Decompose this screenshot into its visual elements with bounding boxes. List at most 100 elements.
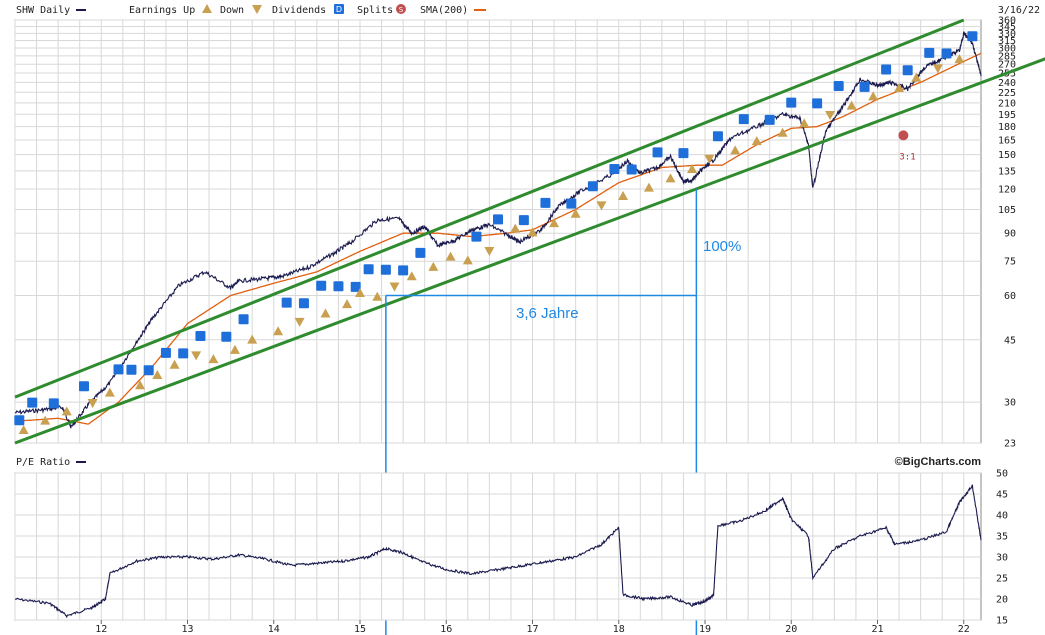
split-marker [898, 130, 909, 141]
dividend-marker [126, 364, 137, 375]
earnings-marker [570, 208, 581, 218]
dividend-marker [178, 348, 189, 359]
x-axis: 12 13 14 15 16 17 18 19 20 21 22 [95, 620, 970, 635]
earnings-marker [704, 154, 715, 164]
chart-date: 3/16/22 [998, 5, 1040, 16]
dividend-marker [626, 164, 637, 175]
earnings-marker [135, 380, 146, 390]
earnings-marker [104, 387, 115, 397]
y-tick-label: 240 [998, 78, 1016, 89]
legend-dividends: Dividends [272, 5, 326, 16]
y-tick-label: 285 [998, 51, 1016, 62]
y-tick-label: 345 [998, 22, 1016, 33]
earnings-marker [596, 201, 607, 211]
earnings-marker [643, 182, 654, 192]
earnings-marker [484, 247, 495, 257]
earnings-marker [208, 354, 219, 364]
earnings-marker [372, 291, 383, 301]
channel-lines [14, 18, 1045, 445]
dividend-marker [113, 364, 124, 375]
dividend-marker [587, 181, 598, 192]
earnings-marker [777, 127, 788, 137]
pe-y-tick-label: 50 [996, 469, 1008, 480]
x-tick-label: 17 [526, 624, 538, 635]
earnings-marker [428, 261, 439, 271]
x-tick-label: 13 [181, 624, 193, 635]
dividend-marker [493, 214, 503, 225]
earnings-marker [665, 173, 676, 183]
earnings-down-icon [252, 5, 262, 14]
pe-y-tick-label: 40 [996, 511, 1008, 522]
dividend-marker [79, 381, 89, 392]
dividend-marker [786, 97, 797, 108]
earnings-marker [61, 406, 72, 416]
dividend-marker [609, 163, 620, 174]
dividend-marker [350, 281, 361, 292]
price-line [14, 31, 982, 429]
earnings-marker [911, 72, 922, 82]
earnings-marker [510, 223, 521, 233]
pe-y-tick-label: 30 [996, 553, 1008, 564]
y-tick-label: 75 [1004, 257, 1016, 268]
earnings-marker [687, 164, 698, 174]
y-tick-label: 150 [998, 150, 1016, 161]
y-tick-label: 135 [998, 166, 1016, 177]
dividend-marker [652, 147, 663, 158]
svg-text:D: D [336, 5, 342, 14]
dividend-marker [363, 264, 374, 275]
earnings-marker [406, 271, 417, 281]
dividend-marker [380, 264, 391, 275]
x-tick-label: 18 [613, 624, 625, 635]
earnings-marker [618, 191, 629, 201]
x-tick-label: 21 [871, 624, 883, 635]
earnings-marker [932, 64, 943, 74]
dividend-marker [415, 247, 426, 258]
earnings-marker [247, 334, 258, 344]
dividend-marker [238, 314, 249, 325]
earnings-marker [320, 308, 331, 318]
earnings-marker [868, 91, 879, 101]
earnings-marker [846, 100, 857, 110]
legend-ticker: SHW Daily [16, 5, 70, 16]
earnings-marker [342, 299, 353, 309]
earnings-marker [229, 344, 240, 354]
pe-y-tick-label: 15 [996, 616, 1008, 627]
earnings-marker [730, 145, 741, 155]
svg-text:S: S [399, 6, 404, 14]
dividend-marker [281, 297, 292, 308]
dividend-marker [859, 81, 870, 92]
dividend-marker [812, 98, 823, 109]
y-tick-label: 45 [1004, 335, 1016, 346]
pe-label: P/E Ratio [16, 457, 70, 468]
dividend-marker [941, 48, 952, 59]
dividend-marker [678, 148, 689, 159]
dividend-marker [14, 415, 25, 426]
dividend-marker [221, 331, 232, 342]
dividend-marker [471, 231, 482, 242]
dividend-marker [333, 281, 344, 292]
event-markers: 3:1 [14, 31, 978, 434]
y-tick-label: 225 [998, 88, 1016, 99]
earnings-marker [152, 369, 163, 379]
y-tick-label: 30 [1004, 398, 1016, 409]
y-tick-label: 60 [1004, 291, 1016, 302]
y-tick-label: 300 [998, 44, 1016, 55]
y-tick-label: 330 [998, 29, 1016, 40]
annotation-3-6-jahre: 3,6 Jahre [516, 305, 579, 322]
earnings-marker [273, 326, 284, 336]
y-tick-label: 165 [998, 135, 1016, 146]
upper-channel-line [14, 18, 965, 399]
price-y-axis: 2330456075901051201351501651801952102252… [998, 16, 1016, 450]
earnings-marker [751, 136, 762, 146]
y-tick-label: 180 [998, 122, 1016, 133]
earnings-marker [462, 255, 473, 265]
pe-ratio-line [14, 484, 982, 619]
legend: SHW Daily Earnings Up Down Dividends D S… [16, 4, 1040, 16]
y-tick-label: 270 [998, 60, 1016, 71]
earnings-marker [87, 398, 98, 408]
earnings-marker [355, 287, 365, 297]
lower-channel-line [14, 57, 1045, 445]
pe-panel [14, 472, 982, 621]
dividend-marker [833, 81, 844, 92]
